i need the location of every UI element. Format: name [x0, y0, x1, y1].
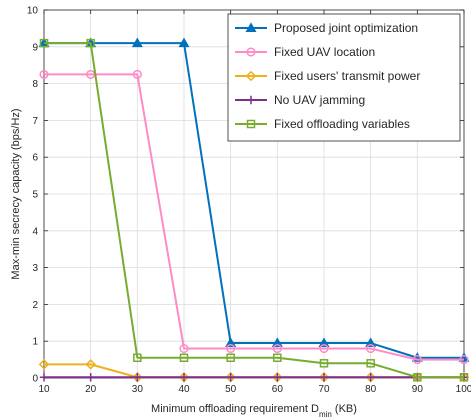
- data-point: [319, 344, 329, 354]
- data-point: [39, 373, 49, 382]
- legend-marker: [246, 95, 256, 105]
- data-point: [365, 337, 377, 348]
- y-tick-label: 5: [32, 190, 38, 201]
- data-point: [178, 37, 190, 48]
- series-line: [44, 42, 464, 379]
- y-tick-label: 1: [32, 337, 38, 348]
- data-point: [366, 359, 375, 368]
- data-point: [86, 38, 95, 48]
- legend-entry: Fixed offloading variables: [235, 117, 410, 131]
- y-tick-label: 6: [32, 153, 38, 164]
- x-tick-label: 90: [412, 384, 424, 395]
- data-point: [272, 344, 282, 354]
- data-point: [271, 337, 283, 348]
- x-tick-label: 80: [365, 384, 377, 395]
- x-tick-label: 70: [318, 384, 330, 395]
- data-point: [39, 69, 49, 79]
- data-point: [226, 353, 235, 363]
- x-tick-label: 40: [178, 384, 190, 395]
- data-point: [179, 353, 189, 363]
- y-tick-label: 3: [32, 263, 38, 274]
- data-point: [38, 359, 50, 370]
- data-point: [85, 359, 96, 370]
- legend-entry: No UAV jamming: [235, 93, 365, 107]
- legend-label: Fixed offloading variables: [274, 117, 410, 131]
- legend-label: Fixed UAV location: [274, 45, 375, 59]
- legend-entry: Fixed users' transmit power: [235, 69, 420, 83]
- data-point: [86, 373, 95, 382]
- x-axis-label-unit: (KB): [332, 403, 357, 415]
- x-axis-label-subscript: min: [319, 410, 332, 419]
- data-point: [412, 355, 422, 365]
- data-point: [459, 373, 469, 382]
- data-point: [319, 359, 329, 368]
- x-axis-label-main: Minimum offloading requirement D: [151, 403, 319, 415]
- data-point: [366, 344, 376, 354]
- data-point: [318, 337, 330, 348]
- x-tick-label: 30: [132, 384, 144, 395]
- legend-label: Fixed users' transmit power: [274, 69, 420, 83]
- legend-label: No UAV jamming: [274, 93, 365, 107]
- legend-marker: [246, 47, 256, 57]
- x-tick-label: 60: [272, 384, 284, 395]
- legend-entry: Fixed UAV location: [235, 45, 375, 59]
- y-tick-label: 9: [32, 42, 38, 53]
- data-point: [459, 355, 469, 365]
- x-tick-label: 50: [225, 384, 237, 395]
- data-point: [133, 373, 142, 382]
- legend-marker: [245, 22, 257, 33]
- data-point: [179, 373, 189, 382]
- data-point: [413, 373, 422, 382]
- data-point: [131, 37, 143, 48]
- x-tick-label: 20: [85, 384, 97, 395]
- y-tick-label: 8: [32, 79, 38, 90]
- data-point: [226, 344, 236, 354]
- series-group: [38, 37, 470, 383]
- series-line: [44, 42, 464, 359]
- series-5: [39, 38, 469, 382]
- series-line: [44, 73, 464, 361]
- data-point: [179, 344, 189, 354]
- data-point: [226, 373, 235, 382]
- y-tick-label: 2: [32, 300, 38, 311]
- y-tick-label: 10: [27, 6, 39, 17]
- legend-marker: [246, 119, 256, 129]
- data-point: [132, 69, 142, 79]
- data-point: [39, 38, 49, 48]
- x-axis-label: Minimum offloading requirement Dmin (KB): [151, 403, 357, 419]
- x-tick-label: 10: [38, 384, 50, 395]
- data-point: [366, 373, 375, 382]
- data-point: [133, 353, 142, 363]
- y-tick-label: 4: [32, 226, 38, 237]
- data-point: [319, 373, 329, 382]
- legend: Proposed joint optimization Fixed UAV loc…: [227, 13, 461, 142]
- axis-ticks: 10 20 30 40 50 60 70 80 90 100 0 1 2 3 4 5 6 7 8 9 10: [27, 6, 471, 396]
- legend-box: [227, 13, 461, 142]
- y-tick-label: 0: [32, 374, 38, 385]
- y-tick-label: 7: [32, 116, 38, 127]
- data-point: [273, 353, 282, 363]
- x-tick-label: 100: [456, 384, 471, 395]
- y-axis-label: Max-min secrecy capacity (bps/Hz): [10, 108, 22, 279]
- data-point: [225, 337, 237, 348]
- legend-entry: Proposed joint optimization: [235, 21, 418, 35]
- legend-marker: [245, 70, 257, 82]
- data-point: [273, 373, 282, 382]
- legend-label: Proposed joint optimization: [274, 21, 418, 35]
